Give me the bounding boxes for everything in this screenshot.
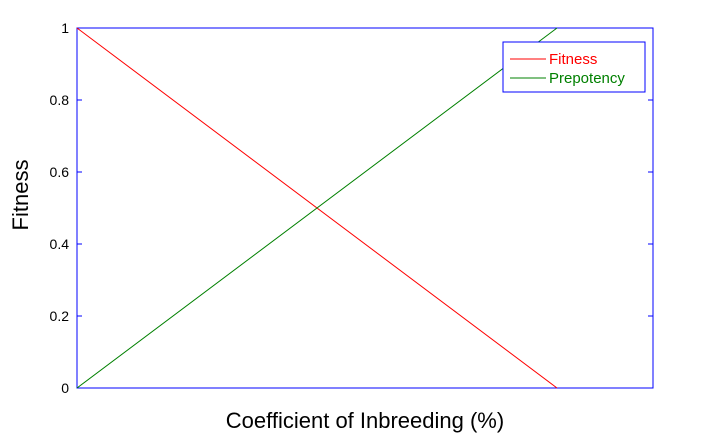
legend-box xyxy=(502,41,646,93)
y-axis-label: Fitness xyxy=(8,160,33,231)
series-group xyxy=(76,27,558,389)
legend: Fitness Prepotency xyxy=(502,41,646,93)
y-tick-label: 0.4 xyxy=(50,236,70,252)
y-tick-label: 0 xyxy=(61,380,69,396)
series-line-prepotency xyxy=(76,27,558,389)
plot-area-frame xyxy=(76,27,654,389)
y-tick-label: 0.6 xyxy=(50,164,70,180)
ticks-group: 0 0.2 0.4 0.6 0.8 1 xyxy=(50,20,653,396)
x-axis-label: Coefficient of Inbreeding (%) xyxy=(226,408,504,433)
legend-label-prepotency: Prepotency xyxy=(549,70,625,87)
y-tick-label: 0.2 xyxy=(50,308,70,324)
axes-frame-group xyxy=(76,27,654,389)
y-tick-label: 0.8 xyxy=(50,92,70,108)
legend-label-fitness: Fitness xyxy=(549,51,597,68)
y-tick-label: 1 xyxy=(61,20,69,36)
